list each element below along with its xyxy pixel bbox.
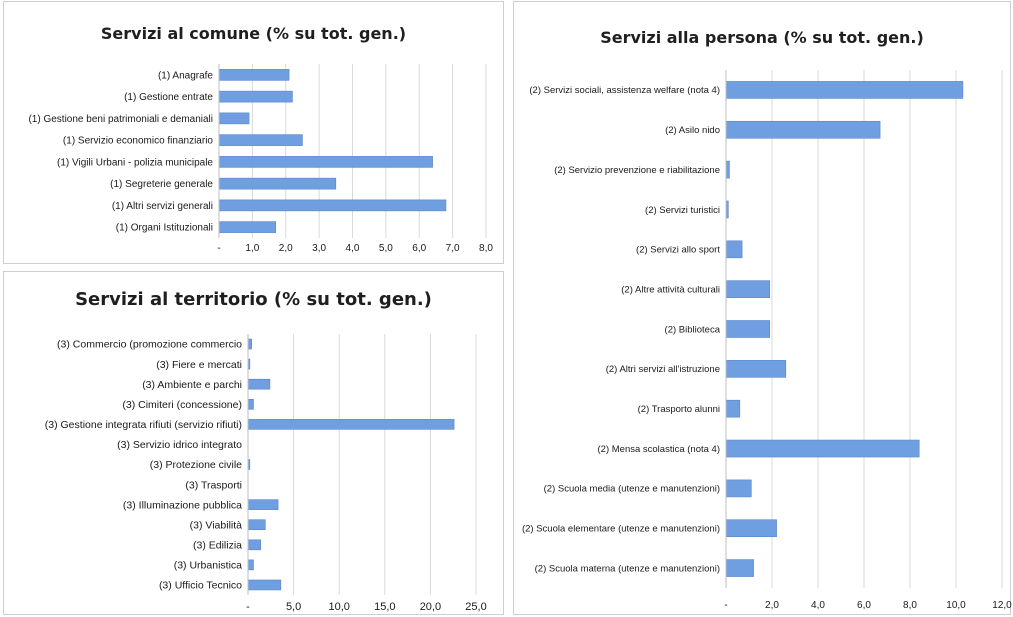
bar (725, 479, 752, 498)
chart-plot: - 5,0 10,0 15,0 20,0 25,0 (3) Commercio (promo… (45, 334, 487, 613)
category-label: (2) Scuola elementare (utenze e manutenz… (522, 524, 720, 535)
bar (725, 519, 777, 538)
x-tick-label: 2,0 (279, 243, 293, 254)
x-tick-label: 6,0 (857, 600, 871, 611)
category-label: (3) Fiere e mercati (156, 359, 242, 371)
chart-title: Servizi al territorio (% su tot. gen.) (75, 289, 432, 310)
category-label: (2) Servizi turistici (645, 205, 720, 216)
bar (218, 134, 303, 146)
category-label: (3) Urbanistica (174, 560, 242, 572)
chart-servizi-territorio: Servizi al territorio (% su tot. gen.) -… (3, 271, 504, 615)
category-label: (3) Gestione integrata rifiuti (servizio… (45, 419, 242, 431)
bar (725, 320, 771, 338)
x-tick-label: - (217, 243, 220, 254)
bar (725, 439, 920, 458)
bar (725, 399, 741, 418)
category-label: (2) Biblioteca (665, 324, 721, 335)
bar (247, 398, 254, 410)
bar (725, 360, 787, 378)
x-tick-label: 8,0 (903, 600, 917, 611)
bar (725, 160, 730, 179)
bar (247, 499, 279, 510)
x-tick-label: 5,0 (379, 243, 393, 254)
category-label: (1) Servizio economico finanziario (63, 136, 214, 147)
category-label: (3) Illuminazione pubblica (123, 499, 242, 511)
x-tick-label: 6,0 (412, 243, 426, 254)
x-tick-label: 15,0 (374, 601, 395, 613)
x-tick-label: 7,0 (446, 243, 460, 254)
bar (218, 177, 337, 190)
category-label: (3) Cimiteri (concessione) (122, 399, 242, 411)
chart-title: Servizi al comune (% su tot. gen.) (100, 24, 407, 43)
chart-title: Servizi alla persona (% su tot. gen.) (600, 28, 924, 47)
category-label: (2) Servizi allo sport (636, 245, 720, 256)
category-label: (3) Viabilità (190, 519, 242, 531)
bar (725, 559, 754, 577)
x-tick-label: 12,0 (992, 600, 1012, 611)
category-label: (2) Asilo nido (665, 125, 720, 136)
bar (247, 579, 282, 591)
category-label: (2) Servizio prevenzione e riabilitazion… (554, 165, 720, 176)
bar (247, 419, 455, 430)
category-label: (1) Organi Istituzionali (116, 223, 213, 234)
x-tick-label: 20,0 (420, 601, 441, 613)
bar (218, 90, 293, 103)
bar (218, 112, 250, 125)
x-tick-label: 4,0 (811, 600, 825, 611)
chart-plot: - 2,0 4,0 6,0 8,0 10,0 12,0 (2) Servizi sociali… (522, 70, 1012, 611)
bar (247, 539, 262, 551)
category-label: (3) Trasporti (185, 479, 242, 491)
category-label: (1) Altri servizi generali (112, 201, 213, 212)
category-label: (3) Ambiente e parchi (142, 379, 242, 391)
bar (247, 519, 266, 531)
bar (725, 120, 881, 139)
bar (725, 240, 743, 259)
bar (247, 338, 252, 350)
x-tick-label: 25,0 (465, 601, 486, 613)
category-label: (2) Altre attività culturali (621, 284, 720, 295)
chart-servizi-persona: Servizi alla persona (% su tot. gen.) - 2… (513, 1, 1012, 615)
x-tick-label: 8,0 (479, 243, 493, 254)
bar (725, 280, 771, 298)
x-tick-label: - (246, 601, 250, 613)
x-tick-label: 5,0 (286, 601, 301, 613)
x-tick-label: 2,0 (765, 600, 779, 611)
category-label: (2) Altri servizi all'istruzione (606, 364, 720, 375)
category-label: (1) Vigili Urbani - polizia municipale (57, 157, 213, 168)
x-tick-label: 10,0 (328, 601, 349, 613)
category-label: (1) Anagrafe (158, 70, 213, 81)
category-label: (2) Scuola media (utenze e manutenzioni) (544, 484, 720, 495)
bar (247, 559, 254, 571)
bar (218, 69, 290, 81)
category-label: (2) Mensa scolastica (nota 4) (598, 444, 721, 455)
x-tick-label: 4,0 (346, 243, 360, 254)
bar (218, 156, 433, 168)
x-tick-label: 1,0 (245, 243, 259, 254)
category-label: (3) Servizio idrico integrato (117, 439, 242, 451)
category-label: (1) Segreterie generale (110, 179, 213, 190)
x-tick-label: - (724, 600, 727, 611)
x-tick-label: 10,0 (946, 600, 966, 611)
category-label: (2) Servizi sociali, assistenza welfare … (529, 85, 720, 96)
category-label: (2) Scuola materna (utenze e manutenzion… (535, 563, 720, 574)
category-label: (2) Trasporto alunni (638, 404, 720, 415)
bar (218, 221, 277, 233)
category-label: (1) Gestione beni patrimoniali e demania… (28, 114, 213, 125)
chart-plot: - 1,0 2,0 3,0 4,0 5,0 6,0 7,0 8,0 (1) Anagrafe (1)… (28, 64, 493, 254)
category-label: (3) Protezione civile (150, 459, 242, 471)
category-label: (1) Gestione entrate (124, 92, 213, 103)
category-label: (3) Edilizia (193, 539, 242, 551)
category-label: (3) Commercio (promozione commercio (57, 339, 242, 351)
bar (725, 81, 964, 99)
chart-servizi-comune: Servizi al comune (% su tot. gen.) - 1,0 2… (3, 1, 504, 264)
bar (218, 199, 447, 212)
x-tick-label: 3,0 (312, 243, 326, 254)
bar (247, 378, 271, 390)
category-label: (3) Ufficio Tecnico (159, 580, 242, 592)
